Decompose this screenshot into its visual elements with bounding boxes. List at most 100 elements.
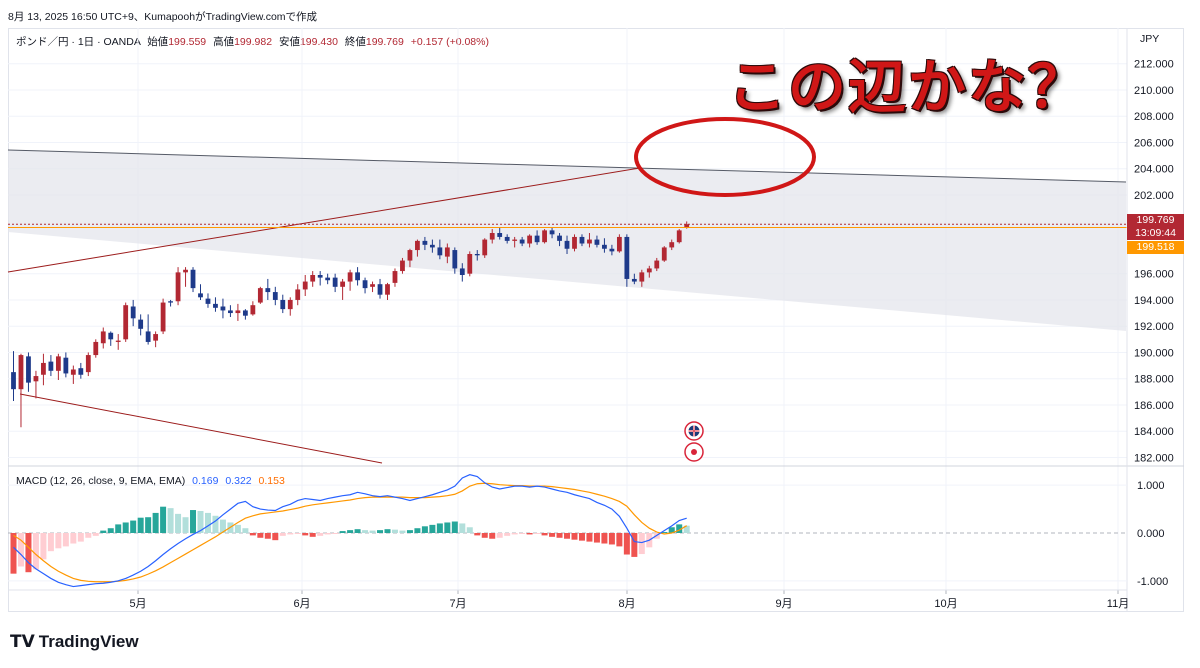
macd-histogram-bar[interactable] [638,533,645,555]
macd-histogram-bar[interactable] [608,533,615,545]
candle[interactable] [228,305,233,317]
macd-histogram-bar[interactable] [616,533,623,547]
candle[interactable] [347,269,353,291]
macd-histogram-bar[interactable] [219,519,226,533]
macd-histogram-bar[interactable] [47,533,54,552]
candle[interactable] [602,238,607,253]
candle[interactable] [594,235,600,248]
candle[interactable] [153,331,159,348]
uk-flag-event-icon[interactable] [684,421,704,441]
candle[interactable] [437,239,443,260]
macd-histogram-bar[interactable] [661,532,668,534]
macd-histogram-bar[interactable] [107,528,114,533]
candle[interactable] [100,327,106,349]
candle[interactable] [669,239,675,251]
macd-histogram-bar[interactable] [160,506,167,533]
macd-histogram-bar[interactable] [55,533,62,549]
candle[interactable] [422,236,428,251]
macd-histogram-bar[interactable] [324,533,331,535]
macd-histogram-bar[interactable] [436,523,443,533]
candle[interactable] [407,248,413,268]
candle[interactable] [340,278,346,300]
candle[interactable] [444,243,450,264]
macd-histogram-bar[interactable] [287,533,294,535]
macd-histogram-bar[interactable] [399,530,406,533]
candle[interactable] [168,299,173,307]
macd-histogram-bar[interactable] [212,515,219,533]
candle[interactable] [639,269,645,287]
macd-histogram-bar[interactable] [242,528,249,533]
candle[interactable] [474,250,480,261]
candle[interactable] [78,362,84,379]
macd-legend-label[interactable]: MACD (12, 26, close, 9, EMA, EMA) [16,475,186,487]
macd-histogram-bar[interactable] [249,533,256,536]
candle[interactable] [459,263,465,282]
macd-histogram-bar[interactable] [534,533,541,534]
candle[interactable] [624,234,630,287]
candle[interactable] [115,334,121,350]
macd-histogram-bar[interactable] [332,533,339,534]
macd-histogram-bar[interactable] [175,513,182,533]
candle[interactable] [183,267,188,287]
macd-histogram-bar[interactable] [347,530,354,533]
candle[interactable] [512,236,518,248]
candle[interactable] [85,352,91,377]
macd-histogram-bar[interactable] [377,530,384,533]
macd-histogram-bar[interactable] [444,522,451,533]
symbol-label[interactable]: ポンド／円 · 1日 · OANDA [16,36,141,48]
candle[interactable] [661,246,667,262]
macd-histogram-bar[interactable] [571,533,578,540]
candle[interactable] [242,309,248,320]
macd-histogram-bar[interactable] [10,533,17,574]
candle[interactable] [557,233,562,247]
candle[interactable] [392,268,398,287]
macd-histogram-bar[interactable] [496,533,503,538]
candle[interactable] [70,365,76,384]
macd-histogram-bar[interactable] [190,510,197,533]
macd-histogram-bar[interactable] [25,533,32,573]
macd-histogram-bar[interactable] [384,529,391,533]
candle[interactable] [572,234,577,252]
candle[interactable] [631,273,637,285]
macd-histogram-bar[interactable] [204,512,211,533]
macd-histogram-bar[interactable] [302,533,309,536]
macd-histogram-bar[interactable] [526,533,533,535]
macd-histogram-bar[interactable] [578,533,585,541]
candle[interactable] [11,351,16,401]
macd-histogram-bar[interactable] [40,533,47,560]
candle[interactable] [429,239,435,253]
candle[interactable] [250,301,256,316]
candle[interactable] [235,303,241,321]
candle[interactable] [257,286,263,304]
candle[interactable] [370,281,375,293]
candle[interactable] [26,352,31,392]
macd-histogram-bar[interactable] [406,530,413,533]
candle[interactable] [295,284,301,306]
candle[interactable] [93,339,99,358]
macd-histogram-bar[interactable] [676,524,683,533]
macd-histogram-bar[interactable] [429,524,436,533]
candle[interactable] [130,299,136,327]
candle[interactable] [646,265,652,278]
macd-histogram-bar[interactable] [362,530,369,533]
signal-line[interactable] [13,482,688,583]
candle[interactable] [205,293,211,308]
macd-histogram-bar[interactable] [459,523,466,533]
candle[interactable] [63,352,69,378]
candle[interactable] [41,353,46,386]
candle[interactable] [534,230,540,245]
candle[interactable] [400,257,405,274]
macd-histogram-bar[interactable] [414,528,421,533]
macd-histogram-bar[interactable] [32,533,39,570]
macd-histogram-bar[interactable] [668,527,675,533]
macd-histogram-bar[interactable] [354,529,361,533]
candle[interactable] [377,278,383,299]
macd-histogram-bar[interactable] [391,529,398,533]
macd-histogram-bar[interactable] [77,533,84,542]
macd-histogram-bar[interactable] [234,524,241,533]
candle[interactable] [18,353,24,428]
candle[interactable] [280,294,286,314]
candle[interactable] [317,271,323,286]
macd-histogram-bar[interactable] [62,533,69,547]
currency-label[interactable]: JPY [1140,33,1160,45]
